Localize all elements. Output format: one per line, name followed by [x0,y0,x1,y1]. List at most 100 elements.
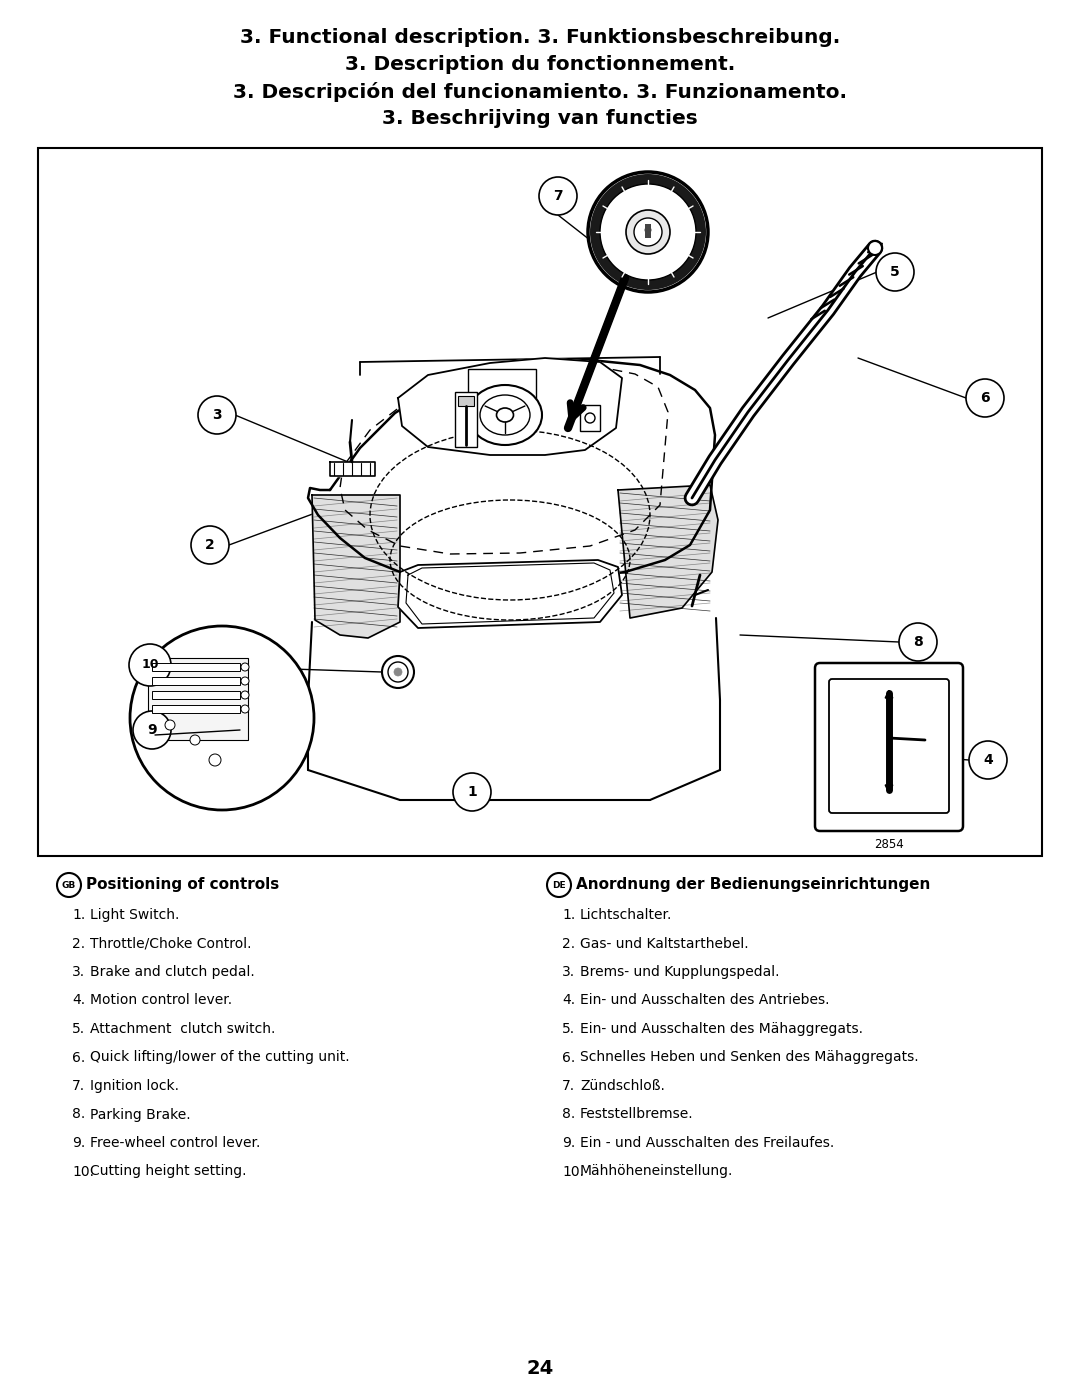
Text: 3: 3 [212,408,221,422]
Text: Light Switch.: Light Switch. [90,908,179,922]
Text: 5: 5 [890,265,900,279]
Circle shape [966,379,1004,416]
Text: Motion control lever.: Motion control lever. [90,993,232,1007]
Text: Feststellbremse.: Feststellbremse. [580,1108,693,1122]
Circle shape [241,692,249,698]
Polygon shape [399,358,622,455]
Bar [580,405,600,432]
Text: ⚡: ⚡ [680,222,686,228]
Circle shape [590,175,706,291]
Circle shape [388,662,408,682]
Text: Cutting height setting.: Cutting height setting. [90,1165,246,1179]
Text: Ein- und Ausschalten des Antriebes.: Ein- und Ausschalten des Antriebes. [580,993,829,1007]
Text: 2.: 2. [72,936,85,950]
Text: 8.: 8. [562,1108,576,1122]
Text: 9: 9 [147,724,157,738]
Bar [645,224,651,237]
Circle shape [165,719,175,731]
Text: 8.: 8. [72,1108,85,1122]
Ellipse shape [497,408,513,422]
Text: Free-wheel control lever.: Free-wheel control lever. [90,1136,260,1150]
Text: 2: 2 [205,538,215,552]
Text: Zündschloß.: Zündschloß. [580,1078,665,1092]
Text: GB: GB [62,880,76,890]
Text: Brems- und Kupplungspedal.: Brems- und Kupplungspedal. [580,965,780,979]
Text: Parking Brake.: Parking Brake. [90,1108,191,1122]
Circle shape [876,253,914,291]
Bar [468,369,536,401]
Bar [152,692,240,698]
Text: Lichtschalter.: Lichtschalter. [580,908,673,922]
Circle shape [382,657,414,687]
Circle shape [899,623,937,661]
Text: 2854: 2854 [874,838,904,851]
Text: 2.: 2. [562,936,576,950]
Text: Ein - und Ausschalten des Freilaufes.: Ein - und Ausschalten des Freilaufes. [580,1136,834,1150]
Text: 7: 7 [553,189,563,203]
Text: 1: 1 [468,785,477,799]
Text: 7.: 7. [562,1078,576,1092]
Text: 4.: 4. [72,993,85,1007]
Text: Attachment  clutch switch.: Attachment clutch switch. [90,1023,275,1037]
Circle shape [241,664,249,671]
Circle shape [634,218,662,246]
Bar [458,395,474,407]
Text: 3. Functional description. 3. Funktionsbeschreibung.: 3. Functional description. 3. Funktionsb… [240,28,840,47]
Bar [38,148,1042,856]
Text: 3. Description du fonctionnement.: 3. Description du fonctionnement. [345,54,735,74]
Bar [148,658,248,740]
Ellipse shape [468,386,542,446]
Text: 1.: 1. [72,908,85,922]
Circle shape [394,668,402,676]
Text: 6.: 6. [562,1051,576,1065]
Ellipse shape [585,414,595,423]
Polygon shape [312,495,400,638]
Text: Ein- und Ausschalten des Mähaggregats.: Ein- und Ausschalten des Mähaggregats. [580,1023,863,1037]
Text: 3. Beschrijving van functies: 3. Beschrijving van functies [382,109,698,129]
Circle shape [133,711,171,749]
Circle shape [546,873,571,897]
Circle shape [453,773,491,812]
Text: 6: 6 [981,391,989,405]
Text: Throttle/Choke Control.: Throttle/Choke Control. [90,936,252,950]
Text: 5.: 5. [72,1023,85,1037]
Bar [152,664,240,671]
Circle shape [876,743,900,767]
Circle shape [129,644,171,686]
Polygon shape [618,485,718,617]
Text: Ignition lock.: Ignition lock. [90,1078,179,1092]
Circle shape [626,210,670,254]
Text: 1.: 1. [562,908,576,922]
Text: 4: 4 [983,753,993,767]
Circle shape [191,527,229,564]
Text: 6.: 6. [72,1051,85,1065]
Circle shape [198,395,237,434]
Text: Mähhöheneinstellung.: Mähhöheneinstellung. [580,1165,733,1179]
Polygon shape [399,560,622,629]
FancyBboxPatch shape [815,664,963,831]
Text: Schnelles Heben und Senken des Mähaggregats.: Schnelles Heben und Senken des Mähaggreg… [580,1051,919,1065]
Text: Positioning of controls: Positioning of controls [86,876,280,891]
Text: 7.: 7. [72,1078,85,1092]
Text: 10.: 10. [562,1165,584,1179]
Text: Gas- und Kaltstarthebel.: Gas- und Kaltstarthebel. [580,936,748,950]
Text: 3.: 3. [72,965,85,979]
Circle shape [600,184,696,279]
Circle shape [57,873,81,897]
Circle shape [241,678,249,685]
Bar [455,393,477,447]
Text: 9.: 9. [72,1136,85,1150]
Bar [152,705,240,712]
Circle shape [210,754,221,766]
Circle shape [969,740,1007,780]
Text: STOP: STOP [605,219,621,225]
Text: 3.: 3. [562,965,576,979]
Circle shape [241,705,249,712]
Circle shape [539,177,577,215]
Polygon shape [330,462,375,476]
Ellipse shape [645,226,651,233]
Text: Anordnung der Bedienungseinrichtungen: Anordnung der Bedienungseinrichtungen [576,876,930,891]
Text: Brake and clutch pedal.: Brake and clutch pedal. [90,965,255,979]
Circle shape [588,172,708,292]
Bar [152,678,240,685]
